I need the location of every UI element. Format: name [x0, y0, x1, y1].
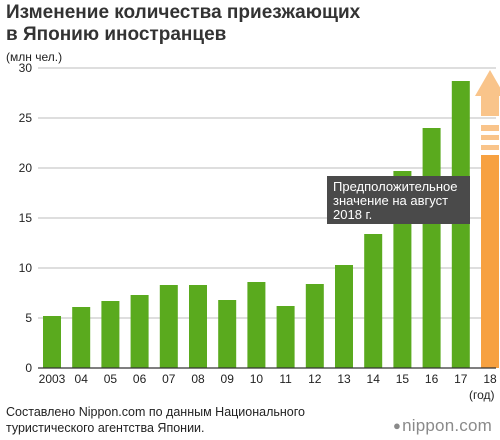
bar: [305, 284, 324, 368]
logo-text: nippon.com: [402, 416, 492, 435]
projection-arrow-icon: [475, 70, 500, 150]
x-tick-label: 11: [279, 372, 292, 386]
chart-title-line-1: Изменение количества приезжающих: [6, 2, 361, 23]
bar: [276, 306, 295, 368]
x-tick-label: 16: [425, 372, 439, 386]
y-tick-label: 0: [25, 361, 32, 375]
x-tick-label: 09: [221, 372, 235, 386]
arrow-stripe: [481, 125, 499, 131]
arrow-stripe: [481, 145, 499, 150]
source-note-line-2: туристического агентства Японии.: [6, 421, 205, 435]
arrow-shaft: [481, 96, 499, 116]
x-tick-label: 2003: [39, 372, 66, 386]
source-note: Составлено Nippon.com по данным Национал…: [6, 404, 366, 436]
x-tick-label: 07: [162, 372, 176, 386]
bar: [159, 285, 178, 368]
bar: [218, 300, 237, 368]
x-tick-label: 04: [75, 372, 89, 386]
bar: [422, 128, 441, 368]
bar: [130, 295, 149, 368]
x-tick-label: 05: [104, 372, 118, 386]
bar-projected: [481, 155, 499, 368]
chart-title-line-2: в Японию иностранцев: [6, 24, 227, 45]
x-axis-unit-label: (год): [469, 388, 495, 402]
callout-box: [327, 176, 470, 224]
bar: [247, 282, 266, 368]
bar: [189, 285, 207, 368]
y-tick-label: 25: [19, 111, 33, 125]
x-tick-label: 14: [367, 372, 381, 386]
arrow-head: [475, 70, 500, 96]
nippon-logo: ●nippon.com: [393, 416, 492, 436]
y-tick-label: 15: [19, 211, 33, 225]
bar: [335, 265, 353, 368]
chart-title: Изменение количества приезжающих в Япони…: [6, 2, 486, 46]
y-tick-label: 5: [25, 311, 32, 325]
bar: [72, 307, 91, 368]
bar: [364, 234, 383, 368]
x-tick-label: 18: [483, 372, 497, 386]
y-tick-label: 10: [19, 261, 33, 275]
callout-line-2: значение на август: [333, 193, 448, 208]
bar: [43, 316, 61, 368]
y-tick-label: 20: [19, 161, 33, 175]
projection-callout: Предположительное значение на август 201…: [327, 176, 470, 224]
callout-line-1: Предположительное: [333, 179, 457, 194]
x-tick-label: 10: [250, 372, 264, 386]
x-tick-label: 08: [191, 372, 205, 386]
bar: [451, 81, 470, 368]
arrow-stripe: [481, 135, 499, 140]
x-tick-label: 13: [337, 372, 351, 386]
bar: [101, 301, 120, 368]
x-tick-label: 17: [454, 372, 468, 386]
y-tick-label: 30: [19, 61, 33, 75]
x-tick-label: 15: [396, 372, 410, 386]
logo-dot-icon: ●: [393, 418, 402, 433]
source-note-line-1: Составлено Nippon.com по данным Национал…: [6, 405, 305, 419]
y-axis-unit-label: (млн чел.): [6, 50, 62, 64]
x-tick-label: 12: [308, 372, 322, 386]
callout-line-3: 2018 г.: [333, 207, 372, 222]
x-tick-label: 06: [133, 372, 147, 386]
